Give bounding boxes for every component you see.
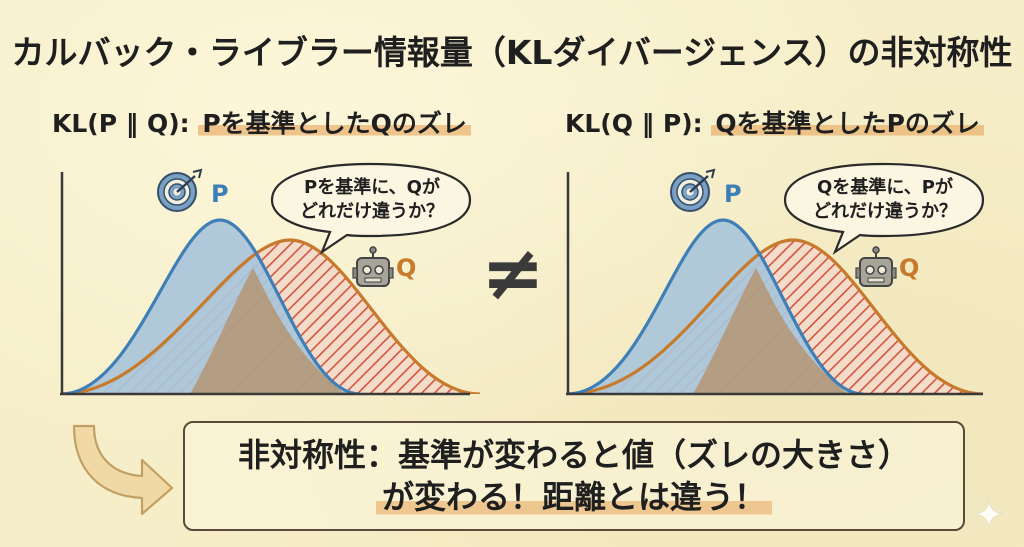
right-heading-highlight: Qを基準としたPのズレ <box>711 109 984 138</box>
right-label-q: Q <box>899 254 920 282</box>
left-heading-highlight: Pを基準としたQのズレ <box>198 109 471 138</box>
target-icon <box>670 168 716 212</box>
left-label-p: P <box>211 180 229 208</box>
left-label-q: Q <box>396 254 417 282</box>
overlap-area <box>693 268 848 394</box>
q-curve <box>567 238 984 394</box>
right-label-p: P <box>724 180 742 208</box>
left-heading: KL(P ‖ Q): Pを基準としたQのズレ <box>52 104 471 140</box>
right-speech-bubble-text: Qを基準に、Pが どれだけ違うか？ <box>785 162 985 238</box>
robot-icon <box>855 246 897 287</box>
q-curve <box>61 238 481 394</box>
left-bubble-line1: Pを基準に、Qが <box>304 177 440 198</box>
robot-icon <box>352 246 394 287</box>
speech-bubble <box>783 162 985 255</box>
right-distribution-svg <box>566 162 985 396</box>
conclusion-line2: が変わる！距離とは違う！ <box>375 476 772 518</box>
right-distribution-panel: Qを基準に、Pが どれだけ違うか？ P Q <box>553 150 993 410</box>
conclusion-box: 非対称性：基準が変わると値（ズレの大きさ） が変わる！距離とは違う！ <box>183 421 965 531</box>
overlap-area <box>190 268 345 394</box>
left-heading-formula: KL(P ‖ Q): <box>52 109 190 138</box>
speech-bubble <box>270 162 472 255</box>
page-title: カルバック・ライブラー情報量（KLダイバージェンス）の非対称性 <box>11 33 1013 72</box>
right-heading: KL(Q ‖ P): Qを基準としたPのズレ <box>565 104 984 140</box>
not-equal-symbol: ≠ <box>481 227 545 317</box>
conclusion-line1: 非対称性：基準が変わると値（ズレの大きさ） <box>237 436 910 474</box>
right-heading-formula: KL(Q ‖ P): <box>565 109 703 138</box>
right-bubble-line2: どれだけ違うか？ <box>813 201 957 222</box>
sparkle-icon <box>973 498 1005 530</box>
p-curve <box>567 218 864 394</box>
left-distribution-panel: Pを基準に、Qが どれだけ違うか？ P Q <box>40 150 481 410</box>
curved-arrow-icon <box>72 424 174 516</box>
right-bubble-line1: Qを基準に、Pが <box>817 177 953 198</box>
left-distribution-svg <box>60 162 481 396</box>
left-bubble-line2: どれだけ違うか？ <box>300 201 444 222</box>
target-icon <box>157 168 203 212</box>
left-speech-bubble-text: Pを基準に、Qが どれだけ違うか？ <box>272 162 472 238</box>
p-curve <box>61 218 361 394</box>
